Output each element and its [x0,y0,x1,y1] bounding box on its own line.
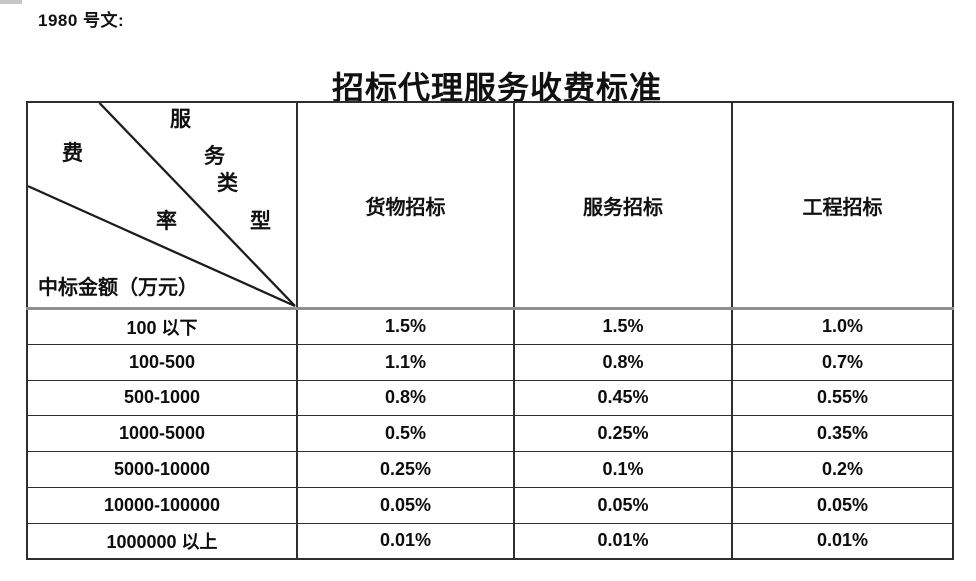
header-row: 服 务 类 型 费 率 中标金额（万元） 货物招标 服务招标 工程招标 [26,101,954,310]
rate-cell: 1.0% [731,308,954,345]
rate-cell: 0.01% [731,522,954,560]
corner-service-type-char: 型 [250,208,271,233]
page-edge-artifact [0,0,22,4]
rate-cell: 0.25% [513,415,733,453]
column-header-works-bidding: 工程招标 [731,101,954,310]
table-row: 500-1000 0.8% 0.45% 0.55% [26,379,954,417]
rate-cell: 0.45% [513,379,733,417]
rate-cell: 1.5% [513,308,733,345]
row-label-amount-range: 500-1000 [26,379,298,417]
table-row: 1000000 以上 0.01% 0.01% 0.01% [26,522,954,560]
row-label-amount-range: 10000-100000 [26,486,298,524]
rate-cell: 0.8% [296,379,515,417]
corner-amount-label: 中标金额（万元） [38,275,198,299]
rate-cell: 0.35% [731,415,954,453]
corner-fee-rate-char: 费 [62,140,83,165]
corner-service-type-char: 务 [204,143,225,168]
row-label-amount-range: 5000-10000 [26,451,298,488]
rate-cell: 0.05% [296,486,515,524]
rate-cell: 0.25% [296,451,515,488]
table-row: 10000-100000 0.05% 0.05% 0.05% [26,486,954,524]
fee-table-body: 100 以下 1.5% 1.5% 1.0% 100-500 1.1% 0.8% 0.7% 500… [26,308,954,560]
doc-ref-label: 1980 号文: [38,11,125,30]
row-label-amount-range: 100 以下 [26,308,298,345]
column-header-services-bidding: 服务招标 [513,101,733,310]
rate-cell: 0.7% [731,343,954,381]
corner-header-cell: 服 务 类 型 费 率 中标金额（万元） [26,101,298,310]
rate-cell: 0.8% [513,343,733,381]
rate-cell: 0.05% [731,486,954,524]
diagonal-divider-lines [29,103,296,306]
rate-cell: 0.2% [731,451,954,488]
corner-service-type-char: 服 [170,106,191,131]
column-header-goods-bidding: 货物招标 [296,101,515,310]
row-label-amount-range: 100-500 [26,343,298,381]
table-row: 100 以下 1.5% 1.5% 1.0% [26,308,954,345]
rate-cell: 0.01% [513,522,733,560]
rate-cell: 1.5% [296,308,515,345]
table-row: 5000-10000 0.25% 0.1% 0.2% [26,451,954,488]
rate-cell: 0.1% [513,451,733,488]
table-row: 100-500 1.1% 0.8% 0.7% [26,343,954,381]
rate-cell: 0.55% [731,379,954,417]
rate-cell: 1.1% [296,343,515,381]
rate-cell: 0.05% [513,486,733,524]
rate-cell: 0.01% [296,522,515,560]
table-row: 1000-5000 0.5% 0.25% 0.35% [26,415,954,453]
corner-service-type-char: 类 [217,170,238,195]
corner-fee-rate-char: 率 [156,208,177,233]
fee-table: 服 务 类 型 费 率 中标金额（万元） 货物招标 服务招标 工程招标 100 … [26,101,954,561]
rate-cell: 0.5% [296,415,515,453]
row-label-amount-range: 1000-5000 [26,415,298,453]
row-label-amount-range: 1000000 以上 [26,522,298,560]
